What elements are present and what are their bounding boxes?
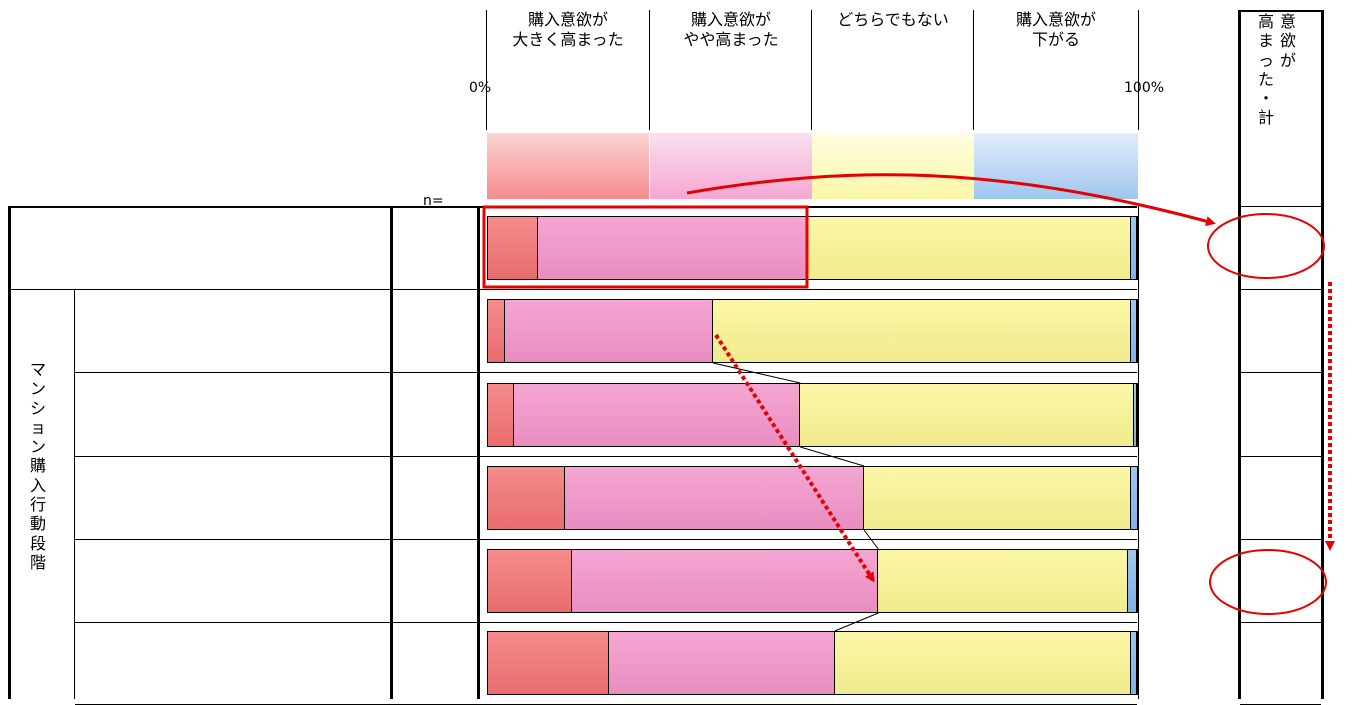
bar-outline [487,466,1138,530]
bar-segment [1127,549,1137,613]
bar-segment [487,631,609,695]
group-label-char: 購 [29,456,46,476]
legend-header-strong: 購入意欲が 大きく高まった [512,10,624,49]
bar-segment [565,466,864,530]
total-header-char: ・ [1257,89,1274,109]
highlight-ellipse-total [1207,213,1325,279]
legend-swatch-slight [650,133,812,199]
group-divider [74,290,75,699]
bar-segment [487,216,539,280]
connector-line [834,612,879,632]
bar-outline [487,631,1138,695]
total-header-char: 欲 [1279,31,1296,51]
bar-segment [1130,631,1137,695]
grid-line [811,10,812,130]
total-row-separator [1240,289,1321,290]
total-header-col2: 意欲が [1278,12,1298,70]
total-row-separator [1240,372,1321,373]
row-separator [75,372,1137,373]
row-separator [75,539,1137,540]
bar-segment [808,216,1132,280]
group-label-char: ン [29,437,46,457]
table-left-line [8,206,11,699]
bar-outline [487,299,1138,363]
bar-segment [834,631,1131,695]
total-header-char: 計 [1257,108,1274,128]
axis-100-line [1138,206,1139,699]
bar-segment [571,549,879,613]
total-row-separator [1240,456,1321,457]
group-label-char: ョ [29,417,46,437]
connector-line [863,529,879,550]
total-col-right [1321,10,1324,699]
bar-segment [878,549,1128,613]
group-label-char: 動 [29,514,46,534]
total-row-separator [1240,206,1321,207]
bar-segment [864,466,1131,530]
total-header-char: ま [1257,31,1274,51]
n-divider [477,206,480,699]
bar-segment [514,383,801,447]
total-header-char: 高 [1257,12,1274,31]
bar-segment [713,299,1132,363]
total-col-top [1238,10,1322,12]
highlight-ellipse-stage4 [1209,549,1327,615]
row-separator [10,289,1137,290]
label-divider [390,206,393,699]
grid-line [973,10,974,130]
group-label-char: 階 [29,552,46,572]
group-label-char: ン [29,379,46,399]
grid-line [1138,10,1139,130]
bar-segment [487,466,565,530]
bar-segment [487,383,515,447]
group-label: マンション購入行動段階 [28,360,48,572]
legend-swatch-neutral [812,133,974,199]
total-header-char: 意 [1279,12,1296,31]
axis-max-label: 100% [1124,80,1165,96]
n-label: n= [423,193,444,209]
legend-header-slight: 購入意欲が やや高まった [683,10,779,49]
legend-swatch-strong [487,133,649,199]
axis-min-label: 0% [469,80,492,96]
total-col-left [1238,10,1241,699]
bar-segment [1131,299,1137,363]
bar-segment [487,549,572,613]
total-header-col1: 高まった・計 [1256,12,1276,128]
curve-arrow [686,173,1216,226]
total-header-char: っ [1257,50,1274,70]
connector-line [800,446,865,467]
row-separator [75,456,1137,457]
total-header-char: が [1279,50,1296,70]
total-header-char: た [1257,69,1274,89]
grid-line [486,10,487,130]
group-label-char: マ [29,360,46,379]
bar-segment [608,631,835,695]
bar-outline [487,383,1138,447]
group-label-char: 行 [29,495,46,515]
bar-outline [487,549,1138,613]
dotted-arrow-diagonal [714,333,875,583]
group-label-char: シ [29,398,46,418]
bar-segment [538,216,809,280]
bar-segment [1131,216,1137,280]
row-separator [75,622,1137,623]
total-row-separator [1240,539,1321,540]
group-label-char: 段 [29,533,46,553]
bar-segment [800,383,1134,447]
bar-outline [487,216,1138,280]
legend-header-down: 購入意欲が 下がる [1015,10,1096,49]
highlight-box [482,205,809,289]
connector-line [713,362,801,384]
total-row-separator [1240,622,1321,623]
legend-header-neutral: どちらでもない [837,10,949,29]
bar-segment [487,299,505,363]
grid-line [649,10,650,130]
bar-segment [504,299,714,363]
bar-segment [1133,383,1137,447]
group-label-char: 入 [29,475,46,495]
